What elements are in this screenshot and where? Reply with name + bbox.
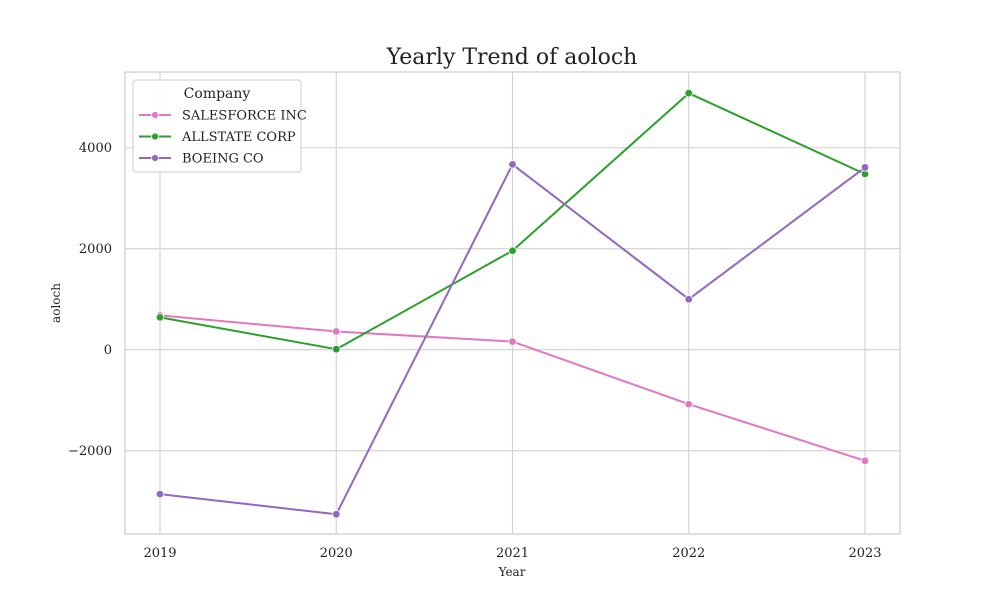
legend-label: BOEING CO [182,152,264,167]
series-group [155,89,870,519]
y-tick-label: 4000 [79,141,112,156]
legend-title: Company [184,86,251,102]
legend-marker [151,111,159,119]
legend-label: SALESFORCE INC [182,109,307,124]
y-axis-label: aoloch [49,283,63,323]
x-axis-label: Year [498,565,526,579]
data-point [332,510,341,519]
data-point [508,337,517,346]
legend-marker [151,132,159,141]
data-point [332,345,341,354]
legend-item: BOEING CO [139,152,264,167]
data-point [684,89,693,98]
data-point [155,489,165,499]
y-tick-label: 2000 [79,242,112,257]
series-boeing-co [155,160,870,519]
data-point [860,456,870,465]
x-axis-ticks: 2019 2020 2021 2022 2023 [143,546,881,561]
data-point [684,295,693,304]
chart-title: Yearly Trend of aoloch [386,45,638,70]
x-tick-label: 2022 [672,546,705,561]
data-point [508,160,517,169]
data-point [684,400,693,409]
data-point [332,327,341,336]
y-axis-ticks: −2000 0 2000 4000 [68,141,112,459]
series-salesforce-inc [155,311,870,465]
legend-item: SALESFORCE INC [139,109,307,124]
data-point [508,246,517,255]
x-tick-label: 2023 [848,546,881,561]
x-tick-label: 2019 [143,546,176,561]
legend-box [132,79,302,173]
legend-label: ALLSTATE CORP [181,130,296,145]
y-tick-label: −2000 [68,444,112,459]
legend-marker [151,154,159,162]
legend-items: SALESFORCE INC ALLSTATE CORP BOEING CO [139,109,307,167]
data-point [860,163,870,172]
data-point [155,313,165,322]
y-tick-label: 0 [104,343,112,358]
x-tick-label: 2021 [496,546,529,561]
legend: Company SALESFORCE INC ALLSTATE CORP BOEIN… [132,79,307,173]
x-tick-label: 2020 [320,546,353,561]
legend-item: ALLSTATE CORP [139,130,296,145]
